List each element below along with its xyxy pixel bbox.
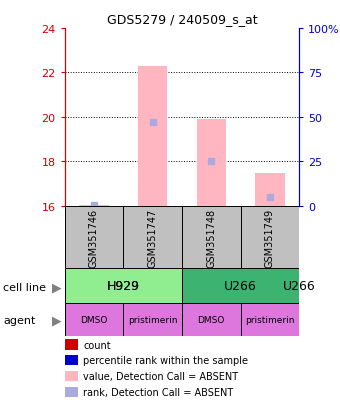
Text: U266: U266 [224,280,257,292]
Text: ▶: ▶ [52,280,61,294]
Text: H929: H929 [107,280,140,292]
Bar [65,304,123,337]
Bar [65,206,123,268]
Text: pristimerin: pristimerin [128,316,177,325]
Text: agent: agent [3,315,36,325]
Text: U266: U266 [283,280,316,292]
Text: cell line: cell line [3,282,46,292]
Bar [241,206,299,268]
Bar [123,206,182,268]
Text: rank, Detection Call = ABSENT: rank, Detection Call = ABSENT [83,387,234,397]
Text: H929: H929 [107,280,140,292]
Bar [241,304,299,337]
Text: GSM351747: GSM351747 [148,208,157,267]
Text: value, Detection Call = ABSENT: value, Detection Call = ABSENT [83,371,238,381]
Text: pristimerin: pristimerin [245,316,295,325]
Text: GSM351748: GSM351748 [206,208,216,267]
Text: GSM351746: GSM351746 [89,208,99,267]
Bar [255,173,285,206]
Text: DMSO: DMSO [198,316,225,325]
Text: DMSO: DMSO [80,316,108,325]
Bar [197,120,226,206]
Bar [65,268,182,304]
Text: count: count [83,340,111,350]
Bar [138,66,167,206]
Text: percentile rank within the sample: percentile rank within the sample [83,356,248,366]
Title: GDS5279 / 240509_s_at: GDS5279 / 240509_s_at [106,13,257,26]
Bar [123,304,182,337]
Bar [182,206,240,268]
Text: ▶: ▶ [52,313,61,327]
Text: GSM351749: GSM351749 [265,208,275,267]
Bar [182,304,240,337]
Bar [79,205,108,206]
